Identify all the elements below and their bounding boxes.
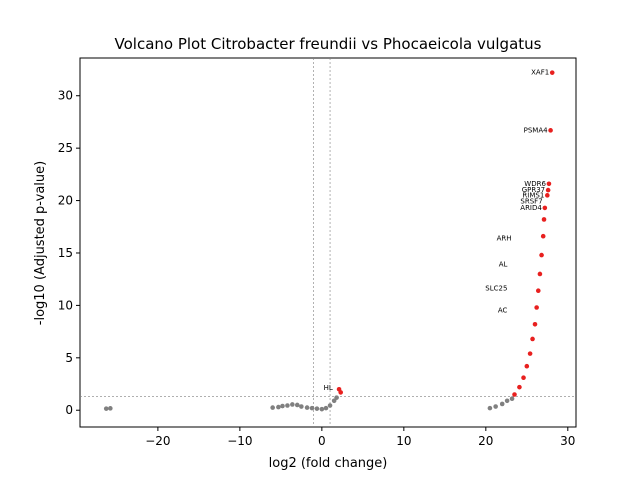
not-significant-point <box>487 405 493 411</box>
significant-point <box>541 217 547 222</box>
not-significant-point <box>327 403 333 408</box>
gene-label: ARH <box>497 234 512 242</box>
x-tick-label: 0 <box>318 434 326 448</box>
x-tick-label: 10 <box>396 434 411 448</box>
gene-label: PSMA4 <box>524 126 548 134</box>
significant-point <box>524 363 530 369</box>
not-significant-point <box>504 398 510 404</box>
y-tick-label: 0 <box>65 403 73 417</box>
significant-point <box>534 305 539 310</box>
not-significant-point <box>103 406 109 411</box>
y-tick-label: 20 <box>58 194 73 208</box>
not-significant-point <box>323 405 329 411</box>
significant-point <box>527 351 533 356</box>
significant-point <box>532 321 538 327</box>
not-significant-point <box>299 404 304 409</box>
gene-label: AC <box>498 307 508 315</box>
significant-point <box>512 392 517 397</box>
x-tick-label: 30 <box>560 434 575 448</box>
gene-label: RIMS1 <box>522 191 544 199</box>
significant-point <box>539 252 544 258</box>
y-tick-label: 5 <box>65 351 73 365</box>
gene-label: SRSF7 <box>520 198 542 206</box>
significant-point <box>549 70 555 75</box>
not-significant-point <box>499 401 505 407</box>
not-significant-point <box>309 405 315 411</box>
significant-point <box>542 205 548 211</box>
not-significant-point <box>276 404 281 410</box>
significant-point <box>336 386 342 392</box>
gene-label: SLC25 <box>485 285 507 293</box>
axes-frame <box>79 57 577 428</box>
significant-point <box>540 233 546 239</box>
y-axis-label: -log10 (Adjusted p-value) <box>33 161 48 325</box>
significant-point <box>537 271 543 277</box>
y-tick-label: 15 <box>58 246 73 260</box>
not-significant-point <box>270 405 275 410</box>
gene-label: GPR37 <box>522 186 545 194</box>
x-axis-label: log2 (fold change) <box>269 456 388 471</box>
gene-label: HL <box>324 384 333 392</box>
not-significant-point <box>280 403 285 409</box>
not-significant-point <box>493 404 498 409</box>
y-tick-label: 30 <box>58 89 73 103</box>
plot-area: −20 −10 0 10 20 30 0 5 10 15 20 25 30 XAF1 PSMA4 WDR6GP… <box>58 57 577 448</box>
x-tick-label: −10 <box>227 434 252 448</box>
not-significant-point <box>285 403 290 408</box>
not-significant-point <box>290 402 295 407</box>
significant-point <box>530 336 535 342</box>
not-significant-point <box>304 405 310 410</box>
significant-point <box>546 181 552 187</box>
significant-point <box>545 193 550 198</box>
not-significant-point <box>319 406 325 412</box>
gene-label: WDR6 <box>524 180 546 188</box>
significant-point <box>517 384 522 390</box>
not-significant-point <box>108 406 113 411</box>
significant-point <box>548 128 553 133</box>
gene-label: XAF1 <box>531 69 549 77</box>
x-tick-label: 20 <box>478 434 493 448</box>
y-tick-label: 25 <box>58 141 73 155</box>
not-significant-point <box>294 402 300 408</box>
not-significant-point <box>334 395 339 400</box>
significant-point <box>535 288 541 294</box>
not-significant-point <box>314 406 320 411</box>
y-tick-label: 10 <box>58 298 73 312</box>
significant-point <box>521 375 526 381</box>
gene-label: AL <box>499 261 508 269</box>
not-significant-point <box>509 396 515 401</box>
significant-point <box>545 187 551 193</box>
x-tick-label: −20 <box>145 434 170 448</box>
chart-title: Volcano Plot Citrobacter freundii vs Pho… <box>115 35 542 53</box>
gene-label: ARID4 <box>520 204 542 212</box>
not-significant-point <box>331 398 337 404</box>
